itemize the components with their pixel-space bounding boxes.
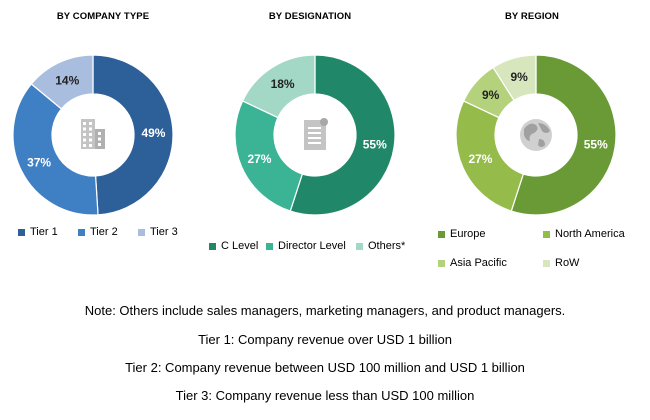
legend-swatch [138, 228, 145, 236]
note-tier-1: Tier 1: Company revenue over USD 1 billi… [198, 332, 452, 347]
legend-item-north-america: North America [543, 228, 625, 240]
data-label: 9% [482, 88, 500, 102]
pie-slice-c-level [289, 54, 396, 216]
legend-swatch [543, 259, 550, 267]
chart-title-company-type: BY COMPANY TYPE [56, 11, 150, 22]
legend-item-c-level: C Level [209, 240, 258, 252]
legend-label: Tier 3 [150, 226, 178, 238]
pie-slice-row [492, 54, 537, 102]
legend-item-others: Others* [356, 240, 405, 252]
pie-slice-north-america [455, 100, 525, 212]
legend-item-row: RoW [543, 257, 579, 269]
chart-title-region: BY REGION [504, 11, 560, 22]
note-tier-3: Tier 3: Company revenue less than USD 10… [175, 388, 475, 403]
pie-slice-tier-3 [30, 54, 94, 110]
data-label: 49% [141, 126, 165, 140]
legend-swatch [209, 242, 216, 250]
pie-slice-tier-1 [92, 54, 174, 216]
pie-slice-europe [510, 54, 617, 216]
legend-swatch [18, 228, 25, 236]
globe-icon [520, 119, 552, 151]
note-tier-2: Tier 2: Company revenue between USD 100 … [125, 360, 525, 375]
legend-label: RoW [555, 257, 580, 269]
data-label: 37% [27, 155, 51, 169]
data-label: 27% [247, 152, 271, 166]
legend-swatch [266, 242, 273, 250]
legend-item-tier-1: Tier 1 [18, 226, 58, 238]
data-label: 55% [363, 137, 387, 151]
data-label: 9% [510, 70, 528, 84]
legend-swatch [543, 230, 550, 238]
donut-chart-designation: 55% 27% 18% [225, 45, 405, 225]
note-others: Note: Others include sales managers, mar… [84, 303, 566, 318]
data-label: 14% [55, 73, 79, 87]
legend-item-tier-3: Tier 3 [138, 226, 178, 238]
legend-label: Europe [450, 228, 486, 240]
legend-swatch [438, 259, 445, 267]
legend-label: North America [555, 228, 625, 240]
building-icon [81, 119, 105, 149]
legend-item-europe: Europe [438, 228, 485, 240]
legend-label: Tier 1 [30, 226, 58, 238]
pie-slice-director-level [234, 100, 304, 212]
document-icon [304, 118, 328, 150]
legend-item-tier-2: Tier 2 [78, 226, 118, 238]
legend-swatch [356, 242, 363, 250]
donut-svg: 55% 27% 18% [234, 54, 396, 216]
pie-slice-tier-2 [12, 83, 99, 216]
data-label: 18% [271, 77, 295, 91]
legend-label: Tier 2 [90, 226, 118, 238]
legend-label: Director Level [278, 240, 346, 252]
legend-item-director-level: Director Level [266, 240, 346, 252]
pie-slice-others [241, 54, 316, 119]
legend-label: Others* [368, 240, 406, 252]
legend-label: Asia Pacific [450, 257, 507, 269]
donut-svg: 49% 37% 14% [12, 54, 174, 216]
data-label: 27% [468, 152, 492, 166]
donut-chart-company-type: 49% 37% 14% [3, 45, 183, 225]
legend-item-asia-pacific: Asia Pacific [438, 257, 507, 269]
chart-title-designation: BY DESIGNATION [268, 11, 352, 22]
data-label: 55% [584, 137, 608, 151]
donut-chart-region: 55% 27% 9% 9% [446, 45, 626, 225]
legend-swatch [438, 230, 445, 238]
legend-label: C Level [221, 240, 259, 252]
donut-svg: 55% 27% 9% 9% [455, 54, 617, 216]
legend-swatch [78, 228, 85, 236]
